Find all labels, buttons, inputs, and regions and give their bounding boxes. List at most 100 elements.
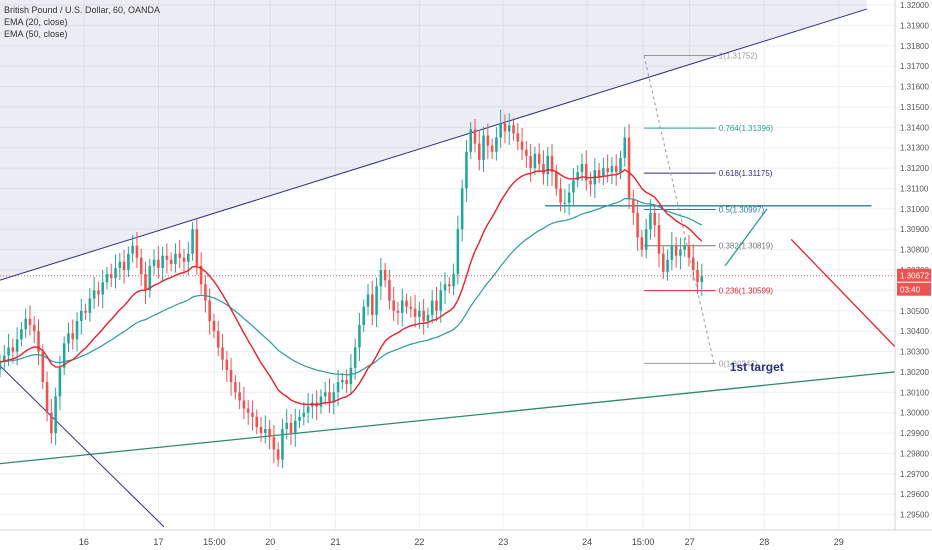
price-tick-label: 1.31300 xyxy=(900,144,929,153)
channel-shading xyxy=(0,0,867,281)
candle-body xyxy=(11,347,15,352)
trend-drawings[interactable] xyxy=(0,8,897,528)
candle-body xyxy=(430,300,434,315)
price-tick-label: 1.31600 xyxy=(900,83,929,92)
fib-level-label: 0(1.30242) xyxy=(719,359,758,368)
candle-body xyxy=(259,426,263,434)
candle-body xyxy=(84,310,87,313)
candle-body xyxy=(371,294,374,315)
last-price-tag: 1.30672 xyxy=(900,272,929,281)
candle-body xyxy=(619,157,622,173)
candle-body xyxy=(584,164,588,181)
candle-body xyxy=(174,253,177,264)
candle-body xyxy=(572,180,575,193)
candle-body xyxy=(20,329,23,340)
candle-body xyxy=(293,420,297,434)
legend-symbol-title: British Pound / U.S. Dollar, 60, OANDA xyxy=(4,5,161,15)
fib-level-label: 0.236(1.30599) xyxy=(719,287,774,296)
price-tick-label: 1.31100 xyxy=(900,184,929,193)
candle-body xyxy=(674,245,678,256)
candle-body xyxy=(45,382,49,413)
candle-body xyxy=(195,229,199,266)
price-tick-label: 1.30800 xyxy=(900,246,929,255)
candle-body xyxy=(383,270,387,281)
time-axis[interactable]: 16 17 15:00 20 21 22 23 24 15:00 27 28 29 xyxy=(79,537,844,547)
countdown-tag: 03:40 xyxy=(900,286,921,295)
candle-body xyxy=(272,437,276,450)
candle-body xyxy=(28,318,32,326)
candle-body xyxy=(507,125,511,132)
candle-body xyxy=(396,310,400,313)
candle-body xyxy=(114,267,117,279)
projection-down-line xyxy=(790,238,897,348)
candle-body xyxy=(589,180,592,185)
candle-body xyxy=(285,422,288,429)
candle-body xyxy=(529,155,532,169)
fib-trend-dashed-line xyxy=(643,55,715,364)
time-tick-label: 22 xyxy=(414,537,424,547)
candle-body xyxy=(225,359,229,370)
price-tick-label: 1.31800 xyxy=(900,42,929,51)
candle-body xyxy=(349,367,353,385)
candle-body xyxy=(477,143,481,160)
candle-body xyxy=(555,172,558,189)
candle-body xyxy=(127,253,130,270)
candle-body xyxy=(75,320,79,340)
price-tick-label: 1.30300 xyxy=(900,348,929,357)
candle-body xyxy=(298,416,301,421)
candle-body xyxy=(567,192,571,203)
candle-body xyxy=(62,343,66,368)
candle-body xyxy=(422,310,425,321)
candle-body xyxy=(597,170,601,177)
last-price-tag-bg xyxy=(897,268,931,282)
candle-body xyxy=(666,259,669,273)
candle-body xyxy=(157,259,160,268)
candle-body xyxy=(542,164,545,175)
candle-body xyxy=(490,145,494,152)
price-tick-label: 1.31700 xyxy=(900,62,929,71)
price-tags: 1.30672 03:40 xyxy=(897,268,931,296)
price-tick-label: 1.29700 xyxy=(900,470,929,479)
candle-body xyxy=(358,325,361,348)
time-tick-label: 23 xyxy=(498,537,508,547)
time-tick-label: 17 xyxy=(153,537,163,547)
channel-lower-trendline xyxy=(0,371,895,465)
candle-body xyxy=(550,155,554,173)
candle-body xyxy=(306,406,310,413)
candle-body xyxy=(135,245,139,258)
candle-body xyxy=(516,133,520,142)
price-tick-label: 1.29500 xyxy=(900,511,929,520)
candle-body xyxy=(97,290,100,295)
fib-level-label: 0.764(1.31396) xyxy=(719,124,774,133)
candle-body xyxy=(216,331,220,348)
candle-body xyxy=(375,286,378,315)
countdown-tag-bg xyxy=(897,282,931,296)
price-tick-label: 1.29800 xyxy=(900,449,929,458)
candle-body xyxy=(92,290,96,299)
candle-body xyxy=(623,137,627,158)
fibonacci-retracement[interactable]: 1(1.31752) 0.764(1.31396) 0.618(1.31175) 0.… xyxy=(643,52,774,369)
fib-level-label: 0.5(1.30997) xyxy=(719,205,765,214)
candle-body xyxy=(649,212,652,230)
candle-body xyxy=(319,396,323,407)
candle-body xyxy=(353,347,357,368)
candle-body xyxy=(691,257,695,270)
candle-body xyxy=(409,306,413,309)
candle-body xyxy=(465,151,468,189)
candle-body xyxy=(264,429,267,434)
candle-body xyxy=(15,339,19,352)
candlesticks xyxy=(0,109,704,469)
candle-body xyxy=(563,202,567,204)
fib-level-label: 0.618(1.31175) xyxy=(719,169,773,178)
candle-body xyxy=(144,274,147,291)
candle-body xyxy=(379,270,383,287)
candle-body xyxy=(366,294,370,307)
candle-body xyxy=(24,318,27,330)
candle-body xyxy=(37,331,40,352)
candle-body xyxy=(576,172,579,181)
candle-body xyxy=(152,259,156,266)
price-tick-label: 1.30200 xyxy=(900,368,929,377)
candle-body xyxy=(670,245,674,260)
candle-body xyxy=(131,245,134,254)
